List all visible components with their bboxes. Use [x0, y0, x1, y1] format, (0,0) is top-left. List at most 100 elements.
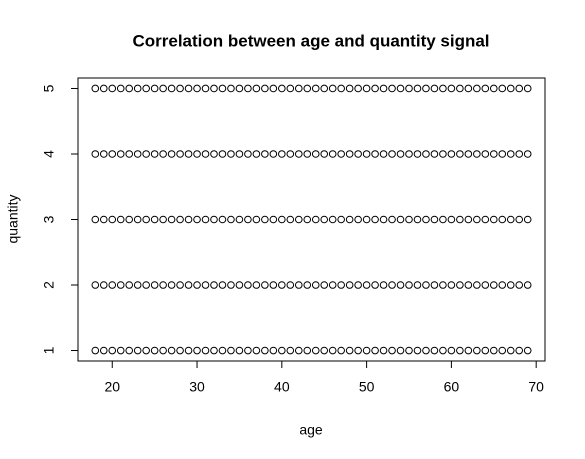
point: [201, 150, 210, 158]
point: [116, 281, 125, 289]
point: [150, 215, 159, 224]
point: [184, 84, 193, 93]
point: [286, 346, 295, 355]
point: [456, 84, 464, 93]
point: [379, 150, 388, 158]
point: [320, 150, 329, 158]
point: [116, 150, 125, 158]
point: [523, 150, 532, 158]
point: [405, 84, 413, 93]
point: [142, 150, 150, 158]
y-axis-label: quantity: [5, 194, 21, 243]
point: [506, 84, 515, 93]
point: [99, 346, 108, 355]
point: [481, 346, 490, 355]
point: [227, 150, 235, 158]
point: [244, 281, 252, 289]
point: [201, 346, 210, 355]
point: [294, 215, 303, 224]
point: [167, 215, 176, 224]
point: [218, 150, 227, 158]
point: [515, 215, 524, 224]
point: [142, 215, 150, 224]
point: [210, 84, 218, 93]
point: [108, 84, 117, 93]
point: [447, 215, 456, 224]
point: [473, 215, 481, 224]
point: [337, 281, 345, 289]
point: [176, 215, 184, 224]
point: [116, 84, 125, 93]
point: [362, 346, 371, 355]
point: [184, 215, 193, 224]
point: [269, 346, 278, 355]
point: [159, 346, 167, 355]
point: [489, 281, 498, 289]
point: [235, 84, 244, 93]
point: [150, 346, 159, 355]
point: [371, 346, 379, 355]
point: [396, 84, 405, 93]
x-tick-label: 40: [274, 379, 290, 395]
point: [422, 215, 430, 224]
plot-box: [77, 77, 546, 362]
point: [210, 346, 218, 355]
point: [116, 215, 125, 224]
point: [235, 281, 244, 289]
point: [184, 346, 193, 355]
point: [447, 281, 456, 289]
point: [388, 84, 396, 93]
y-tick-label: 1: [41, 346, 57, 354]
point: [150, 150, 159, 158]
point: [515, 150, 524, 158]
point: [354, 84, 362, 93]
point: [294, 150, 303, 158]
point: [218, 281, 227, 289]
point: [422, 150, 430, 158]
point: [439, 346, 447, 355]
x-axis-label: age: [299, 422, 323, 438]
point: [498, 215, 507, 224]
point: [396, 346, 405, 355]
point: [159, 281, 167, 289]
point: [286, 281, 295, 289]
point: [447, 84, 456, 93]
point: [405, 281, 413, 289]
point: [328, 281, 337, 289]
point: [506, 215, 515, 224]
point: [244, 150, 252, 158]
point: [498, 346, 507, 355]
point: [430, 346, 439, 355]
point: [201, 84, 210, 93]
point: [439, 84, 447, 93]
point: [413, 346, 422, 355]
point: [108, 346, 117, 355]
point: [108, 215, 117, 224]
point: [244, 84, 252, 93]
point: [125, 281, 134, 289]
point: [430, 281, 439, 289]
point: [515, 346, 524, 355]
point: [371, 281, 379, 289]
point: [91, 150, 100, 158]
point: [303, 281, 312, 289]
point: [456, 150, 464, 158]
point: [108, 281, 117, 289]
point: [311, 281, 320, 289]
point: [91, 281, 100, 289]
point: [473, 84, 481, 93]
point: [193, 346, 201, 355]
point: [261, 215, 269, 224]
point: [498, 150, 507, 158]
point: [184, 150, 193, 158]
y-tick-label: 3: [41, 215, 57, 223]
point: [235, 346, 244, 355]
point: [379, 281, 388, 289]
point: [125, 84, 134, 93]
point: [99, 281, 108, 289]
point: [210, 215, 218, 224]
point: [193, 150, 201, 158]
point: [337, 150, 345, 158]
point: [133, 281, 142, 289]
